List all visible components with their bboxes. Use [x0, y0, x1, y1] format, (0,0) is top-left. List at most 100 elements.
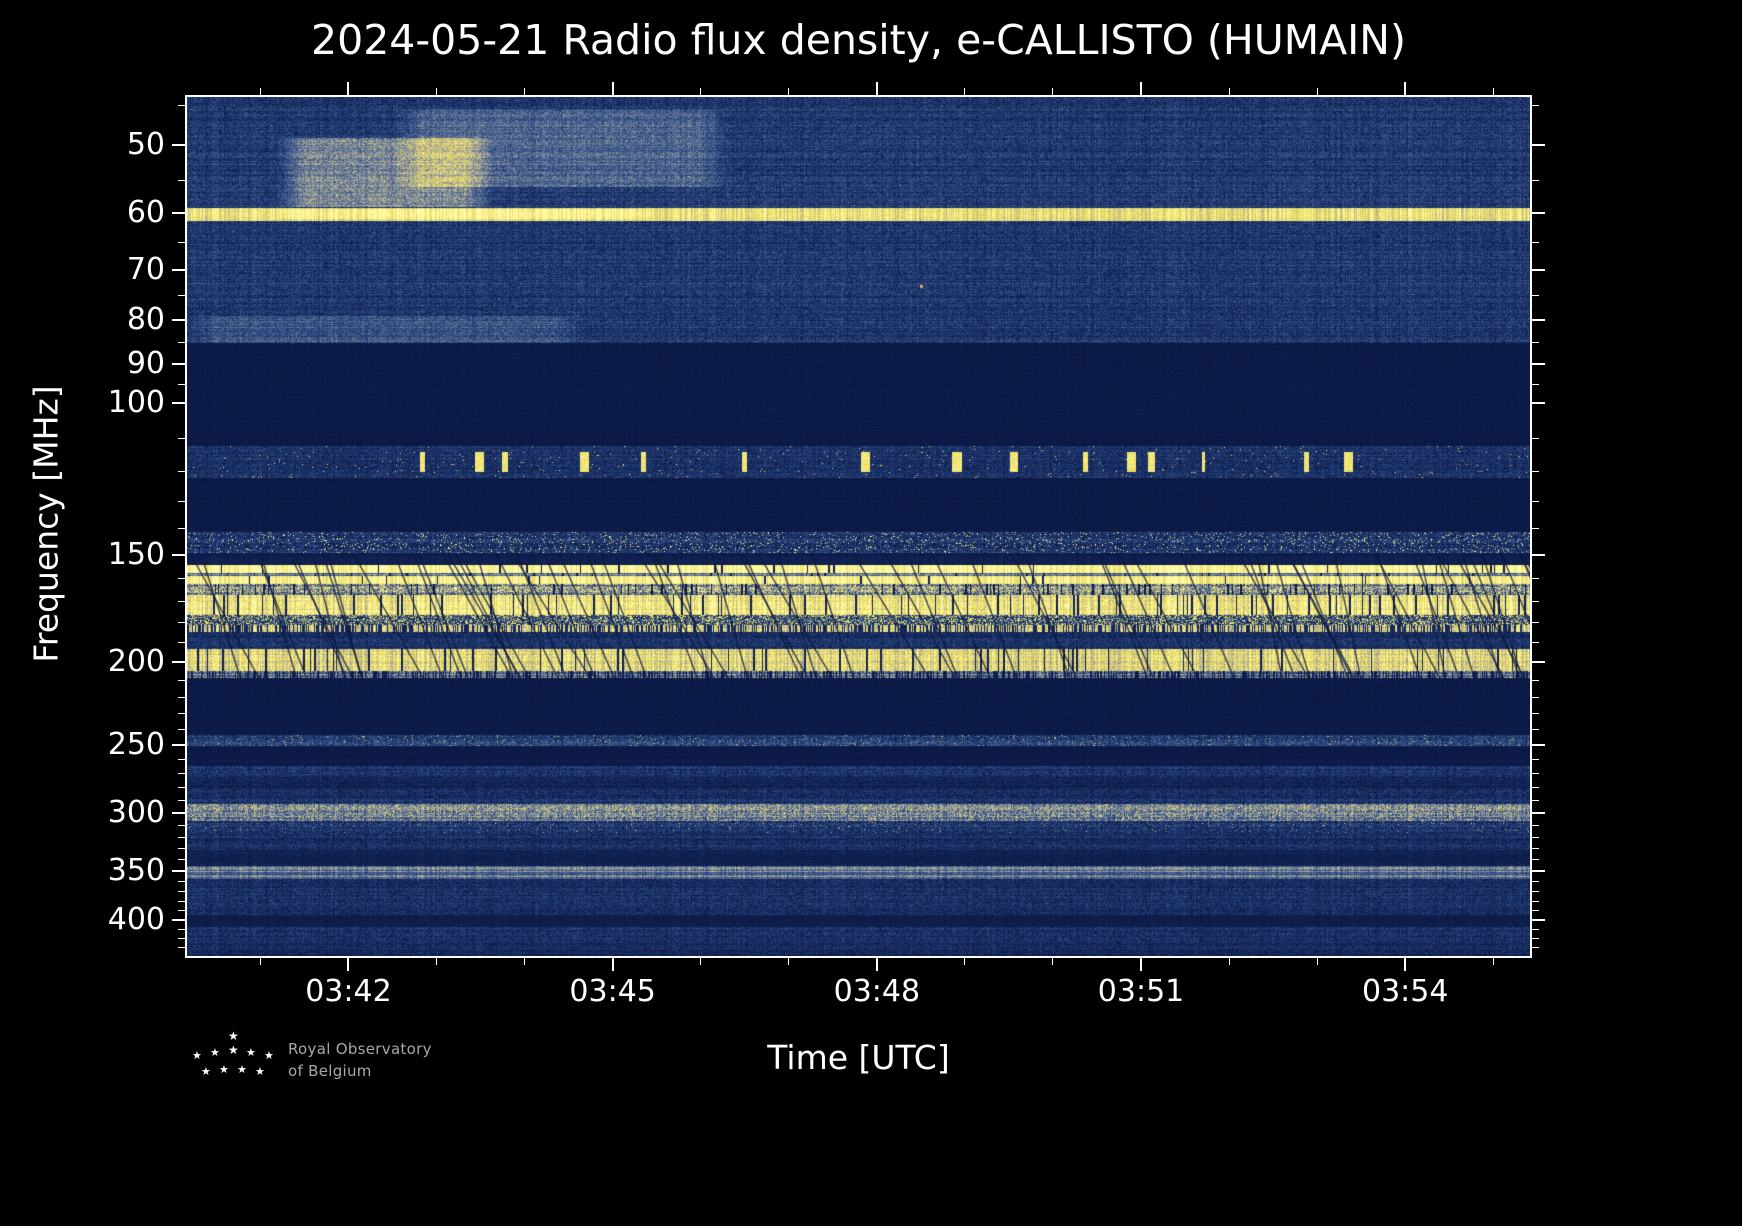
- y-tick-minor: [178, 622, 185, 624]
- y-tick-minor: [1532, 773, 1539, 775]
- x-tick-minor: [1228, 88, 1230, 95]
- x-tick-minor: [964, 958, 966, 965]
- y-tick-minor: [1532, 528, 1539, 530]
- y-tick-label: 250: [107, 727, 165, 763]
- chart-title: 2024-05-21 Radio flux density, e-CALLIST…: [311, 16, 1406, 64]
- y-tick-label: 90: [126, 345, 165, 381]
- y-tick-minor: [1532, 696, 1539, 698]
- x-tick-minor: [788, 958, 790, 965]
- y-tick-major: [172, 319, 185, 322]
- y-tick-major: [172, 869, 185, 872]
- star-icon: ★: [192, 1049, 202, 1062]
- y-tick-minor: [178, 295, 185, 297]
- y-axis-label: Frequency [MHz]: [26, 385, 66, 663]
- star-icon: ★: [228, 1029, 239, 1043]
- x-tick-label: 03:54: [1362, 974, 1449, 1009]
- star-icon: ★: [201, 1065, 211, 1078]
- x-tick-minor: [1052, 88, 1054, 95]
- x-tick-major: [1404, 82, 1407, 95]
- y-tick-minor: [178, 242, 185, 244]
- y-tick-minor: [178, 786, 185, 788]
- y-tick-minor: [178, 528, 185, 530]
- x-tick-label: 03:42: [305, 974, 392, 1009]
- y-tick-minor: [1532, 713, 1539, 715]
- y-tick-major: [172, 211, 185, 214]
- y-tick-label: 100: [107, 385, 165, 421]
- y-tick-label: 80: [126, 302, 165, 338]
- x-tick-minor: [524, 88, 526, 95]
- y-tick-minor: [1532, 179, 1539, 181]
- y-tick-major: [1532, 362, 1545, 365]
- logo-text: Royal Observatory of Belgium: [288, 1039, 432, 1083]
- x-tick-minor: [964, 88, 966, 95]
- y-tick-minor: [178, 848, 185, 850]
- x-tick-minor: [1052, 958, 1054, 965]
- y-tick-minor: [178, 679, 185, 681]
- y-tick-minor: [1532, 929, 1539, 931]
- y-tick-minor: [178, 946, 185, 948]
- x-tick-major: [875, 958, 878, 971]
- x-tick-minor: [1316, 88, 1318, 95]
- y-tick-major: [1532, 869, 1545, 872]
- star-icon: ★: [219, 1063, 229, 1076]
- y-tick-major: [172, 402, 185, 405]
- y-tick-minor: [178, 836, 185, 838]
- x-tick-major: [1140, 958, 1143, 971]
- x-tick-major: [1404, 958, 1407, 971]
- x-tick-major: [347, 958, 350, 971]
- y-tick-label: 50: [126, 126, 165, 162]
- y-tick-minor: [1532, 578, 1539, 580]
- y-tick-minor: [178, 824, 185, 826]
- y-tick-minor: [178, 759, 185, 761]
- y-tick-major: [1532, 660, 1545, 663]
- y-tick-minor: [1532, 679, 1539, 681]
- y-tick-minor: [178, 438, 185, 440]
- x-tick-minor: [436, 958, 438, 965]
- x-tick-minor: [1316, 958, 1318, 965]
- star-icon: ★: [210, 1046, 220, 1059]
- x-tick-major: [347, 82, 350, 95]
- logo-text-line1: Royal Observatory: [288, 1040, 432, 1058]
- x-tick-major: [611, 82, 614, 95]
- y-tick-major: [1532, 744, 1545, 747]
- plot-area: [185, 95, 1532, 958]
- y-tick-minor: [1532, 104, 1539, 106]
- y-tick-major: [1532, 402, 1545, 405]
- spectrogram-canvas: [187, 97, 1530, 956]
- x-tick-label: 03:51: [1097, 974, 1185, 1009]
- y-tick-minor: [1532, 759, 1539, 761]
- y-tick-major: [1532, 919, 1545, 922]
- y-tick-minor: [178, 383, 185, 385]
- star-icon: ★: [264, 1049, 274, 1062]
- y-tick-label: 150: [107, 536, 165, 572]
- y-tick-major: [172, 919, 185, 922]
- rob-logo: ★ ★ ★ ★ ★ ★ ★ ★ ★ ★ Royal Observatory of Belgium: [192, 1030, 622, 1094]
- x-tick-minor: [788, 88, 790, 95]
- x-tick-minor: [524, 958, 526, 965]
- y-tick-major: [1532, 143, 1545, 146]
- logo-text-line2: of Belgium: [288, 1061, 372, 1080]
- y-tick-minor: [1532, 600, 1539, 602]
- y-tick-minor: [1532, 900, 1539, 902]
- x-tick-label: 03:45: [569, 974, 656, 1009]
- y-tick-minor: [1532, 295, 1539, 297]
- star-icon: ★: [255, 1065, 265, 1078]
- y-tick-major: [1532, 269, 1545, 272]
- y-tick-minor: [178, 900, 185, 902]
- x-tick-minor: [700, 958, 702, 965]
- y-tick-minor: [178, 938, 185, 940]
- star-icon: ★: [228, 1043, 239, 1057]
- y-tick-minor: [1532, 342, 1539, 344]
- y-tick-minor: [1532, 799, 1539, 801]
- y-tick-minor: [178, 799, 185, 801]
- y-tick-minor: [1532, 383, 1539, 385]
- y-tick-minor: [178, 600, 185, 602]
- y-tick-major: [172, 269, 185, 272]
- y-tick-minor: [178, 890, 185, 892]
- y-tick-minor: [1532, 848, 1539, 850]
- x-tick-major: [1140, 82, 1143, 95]
- y-tick-label: 60: [126, 194, 165, 230]
- y-tick-minor: [1532, 470, 1539, 472]
- y-tick-minor: [178, 500, 185, 502]
